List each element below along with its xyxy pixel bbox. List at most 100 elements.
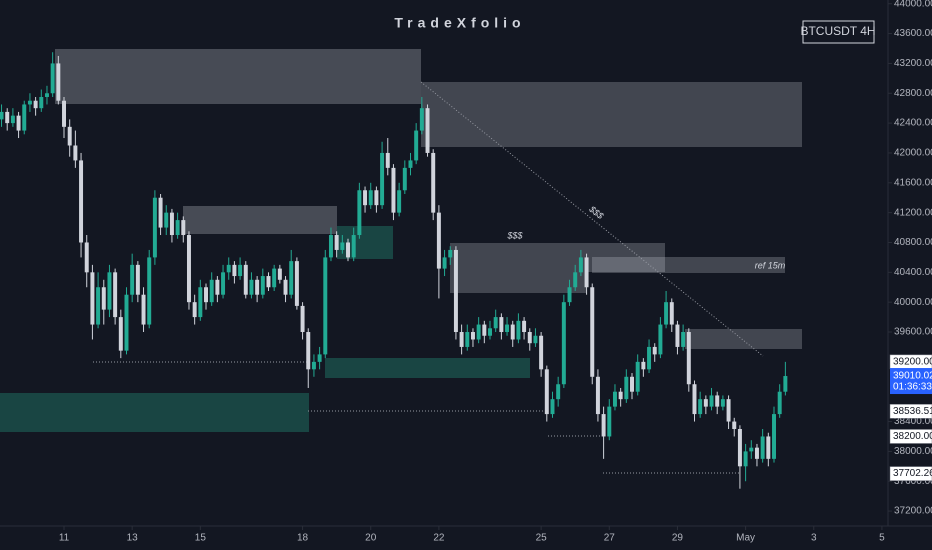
y-tick-label: 42000.00 (894, 148, 932, 159)
y-tick-label: 40800.00 (894, 237, 932, 248)
y-tick-label: 44000.00 (894, 0, 932, 9)
candle-body (283, 279, 288, 295)
candle-body (737, 429, 742, 467)
y-tick-label: 41200.00 (894, 207, 932, 218)
title-box (802, 20, 875, 44)
candle-body (226, 264, 231, 273)
candle-body (550, 399, 555, 415)
y-tick-label: 37600.00 (894, 476, 932, 487)
candle-body (754, 447, 759, 459)
candle-body (357, 190, 362, 236)
candle-body (363, 190, 368, 206)
x-tick-label: 5 (879, 533, 885, 544)
x-tick-label: 22 (433, 533, 445, 544)
candle-body (135, 264, 140, 295)
candle-body (317, 354, 322, 362)
x-tick-label: 3 (811, 533, 817, 544)
y-tick-label: 43600.00 (894, 28, 932, 39)
candle-body (277, 268, 282, 280)
candle-body (664, 302, 669, 325)
candle-body (385, 152, 390, 168)
candle-body (113, 272, 118, 318)
candle-body (567, 287, 572, 303)
y-tick-label: 43200.00 (894, 58, 932, 69)
y-tick-label: 42800.00 (894, 88, 932, 99)
current-price-label: 39010.02 (893, 371, 932, 382)
candle-body (647, 346, 652, 370)
candle-body (539, 335, 544, 370)
candle-body (408, 160, 413, 168)
candle-body (544, 369, 549, 415)
candle-body (311, 361, 316, 370)
candle-body (56, 63, 61, 101)
candle-body (249, 279, 254, 295)
candle-body (158, 197, 163, 228)
candle-body (198, 287, 203, 318)
candle-body (715, 395, 720, 407)
candle-body (692, 384, 697, 415)
zone (685, 329, 802, 349)
price-marker-label: 39200.00 (893, 356, 932, 367)
zone (0, 393, 309, 432)
candle-body (709, 395, 714, 407)
candle-body (470, 332, 475, 340)
candle-body (334, 235, 339, 250)
candle-body (703, 399, 708, 407)
candle-body (482, 324, 487, 336)
candle-body (726, 399, 731, 422)
candle-body (323, 257, 328, 355)
candle-body (561, 302, 566, 385)
candle-body (192, 302, 197, 318)
candle-body (96, 287, 101, 325)
candle-body (62, 100, 67, 127)
candle-body (67, 126, 72, 146)
x-tick-label: 18 (297, 533, 309, 544)
y-tick-label: 38400.00 (894, 416, 932, 427)
candle-body (556, 384, 561, 400)
candle-body (749, 447, 754, 452)
candle-body (44, 93, 49, 97)
candle-body (232, 264, 237, 277)
candle-body (340, 242, 345, 250)
y-tick-label: 42400.00 (894, 118, 932, 129)
y-tick-label: 40000.00 (894, 297, 932, 308)
candle-body (306, 332, 311, 370)
candle-body (141, 294, 146, 325)
candle-body (152, 197, 157, 258)
annotation: $$$ (506, 230, 523, 240)
y-tick-label: 39600.00 (894, 327, 932, 338)
candle-body (766, 436, 771, 459)
candle-body (618, 391, 623, 400)
candle-body (533, 335, 538, 344)
candle-body (505, 324, 510, 333)
candle-body (346, 242, 350, 258)
countdown-label: 01:36:33 (893, 382, 932, 393)
x-tick-label: 29 (672, 533, 684, 544)
candle-body (476, 324, 481, 340)
candle-body (391, 167, 396, 213)
zone (586, 243, 665, 272)
candle-body (453, 249, 458, 333)
candle-body (760, 436, 765, 459)
candle-body (181, 220, 186, 236)
candle-body (522, 320, 527, 333)
candle-body (595, 376, 600, 415)
candle-body (720, 399, 725, 407)
candle-body (436, 212, 441, 269)
candle-body (624, 376, 629, 400)
candle-body (578, 257, 583, 273)
candle-body (414, 130, 419, 161)
candle-body (260, 276, 265, 295)
candle-body (16, 115, 21, 131)
candle-body (204, 287, 208, 303)
x-tick-label: 11 (59, 533, 70, 544)
candle-body (635, 361, 640, 392)
candle-body (124, 294, 129, 351)
annotation: ref 15m (755, 260, 786, 270)
candle-body (169, 212, 174, 236)
candle-body (488, 328, 492, 336)
candle-body (658, 324, 663, 355)
candle-body (743, 451, 748, 467)
candle-body (465, 332, 470, 347)
